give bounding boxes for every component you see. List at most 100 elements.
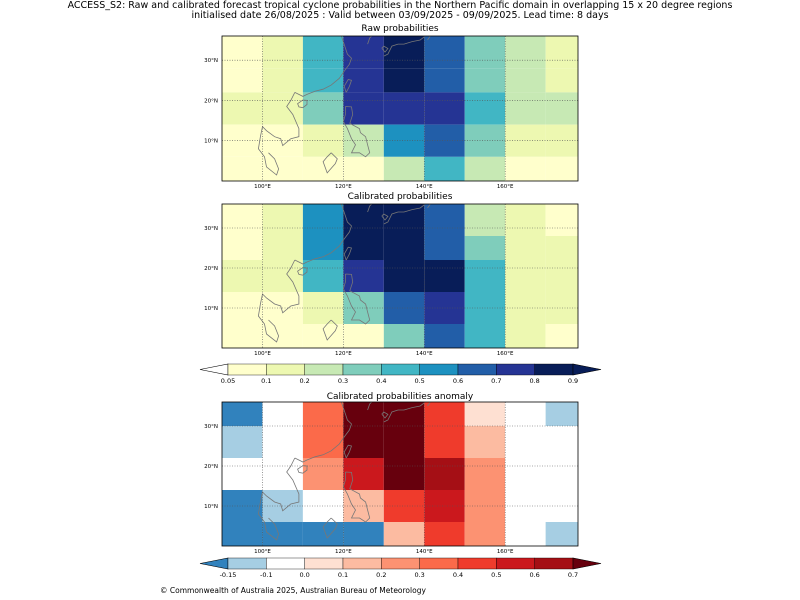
colorbar-over-extension [572,363,602,376]
grid-cell [383,260,425,292]
grid-cell [302,260,344,292]
colorbar-tick-label: -0.1 [260,571,273,579]
longitude-tick-label: 160°E [497,184,514,190]
grid-cell [222,68,263,93]
colorbar-tick-label: 0.7 [491,377,501,385]
latitude-tick-label: 30°N [204,226,218,232]
coastline [427,35,431,41]
grid-cell [302,522,344,546]
grid-cell [424,458,465,490]
coastline [367,203,372,213]
grid-cell [222,204,263,236]
colorbar-tick-label: 0.2 [299,377,309,385]
coastline [343,444,353,459]
grid-cell [302,92,344,125]
colorbar-tick-label: 0.3 [414,571,424,579]
colorbar-segment [496,557,535,570]
latitude-tick-label: 10°N [204,306,218,312]
grid-cell [545,522,578,546]
grid-cell [343,458,384,490]
grid-cell [505,236,546,260]
grid-cell [222,402,263,426]
grid-cell [545,204,578,236]
grid-cell [545,156,578,181]
grid-cell [545,68,578,93]
grid-cell [262,36,303,69]
grid-cell [424,204,465,236]
grid-cell [383,324,425,348]
grid-cell [262,92,303,125]
grid-cell [383,36,425,69]
panel-frame [221,401,579,547]
grid-cell [262,402,303,426]
grid-cell [383,156,425,181]
grid-cell [424,36,465,69]
coastline [383,36,425,57]
coastline [381,411,389,419]
grid-cell [545,324,578,348]
grid-cell [424,236,465,260]
colorbar-tick-label: 0.4 [376,377,386,385]
longitude-tick-label: 100°E [254,184,271,190]
map-panel-2: Calibrated probabilities 100°E 120°E 140°E 1… [204,192,579,357]
colorbar-segment [342,557,382,570]
coastline [383,402,425,423]
grid-cell [262,204,303,236]
grid-cell [383,402,425,426]
colorbar-tick-label: 0.05 [221,377,235,385]
colorbar-segment [419,363,459,376]
grid-cell [505,458,546,490]
colorbar-segment [381,363,420,376]
coastline [297,99,308,109]
map-panel-3: Calibrated probabilities anomaly 100°E 120… [204,392,579,555]
coastline [381,45,389,53]
panel-frame [221,35,579,182]
grid-cell [505,68,546,93]
grid-cell [505,324,546,348]
grid-cell [383,92,425,125]
coastline [322,152,338,174]
grid-cell [505,426,546,458]
probability-colorbar: 0.05 0.1 0.2 0.3 0.4 0.5 0.6 0.7 0.8 0.9 [199,363,602,385]
grid-cell [302,458,344,490]
grid-cell [464,156,506,181]
grid-cell [262,458,303,490]
grid-cell [343,260,384,292]
grid-cell [545,236,578,260]
grid-cell [464,324,506,348]
grid-cell [302,36,344,69]
grid-cell [424,68,465,93]
grid-cell [222,458,263,490]
colorbar-segment [457,363,497,376]
grid-cell [464,68,506,93]
grid-cell [383,204,425,236]
figure-title-line-1: ACCESS_S2: Raw and calibrated forecast t… [67,0,733,11]
longitude-tick-label: 120°E [335,351,352,357]
panel-title: Raw probabilities [361,24,439,34]
grid-cell [222,260,263,292]
grid-cell [343,236,384,260]
grid-cell [262,426,303,458]
colorbar-segment [227,557,267,570]
grid-cell [464,522,506,546]
copyright-footer: © Commonwealth of Australia 2025, Austra… [160,586,426,595]
colorbar-tick-label: 0.7 [568,571,578,579]
coastline [257,92,300,176]
grid-cell [424,402,465,426]
panel-frame [221,203,579,349]
colorbar-tick-label: 0.9 [568,377,578,385]
longitude-tick-label: 100°E [254,549,271,555]
colorbar-segment [304,557,344,570]
grid-cell [222,236,263,260]
coastline [257,457,300,541]
colorbar-segment [304,363,344,376]
grid-cell [505,522,546,546]
grid-cell [505,402,546,426]
latitude-tick-label: 20°N [204,98,218,104]
coastline [342,471,371,523]
grid-cell [505,260,546,292]
longitude-tick-label: 140°E [416,549,433,555]
grid-cell [383,426,425,458]
colorbar-under-extension [199,363,229,376]
